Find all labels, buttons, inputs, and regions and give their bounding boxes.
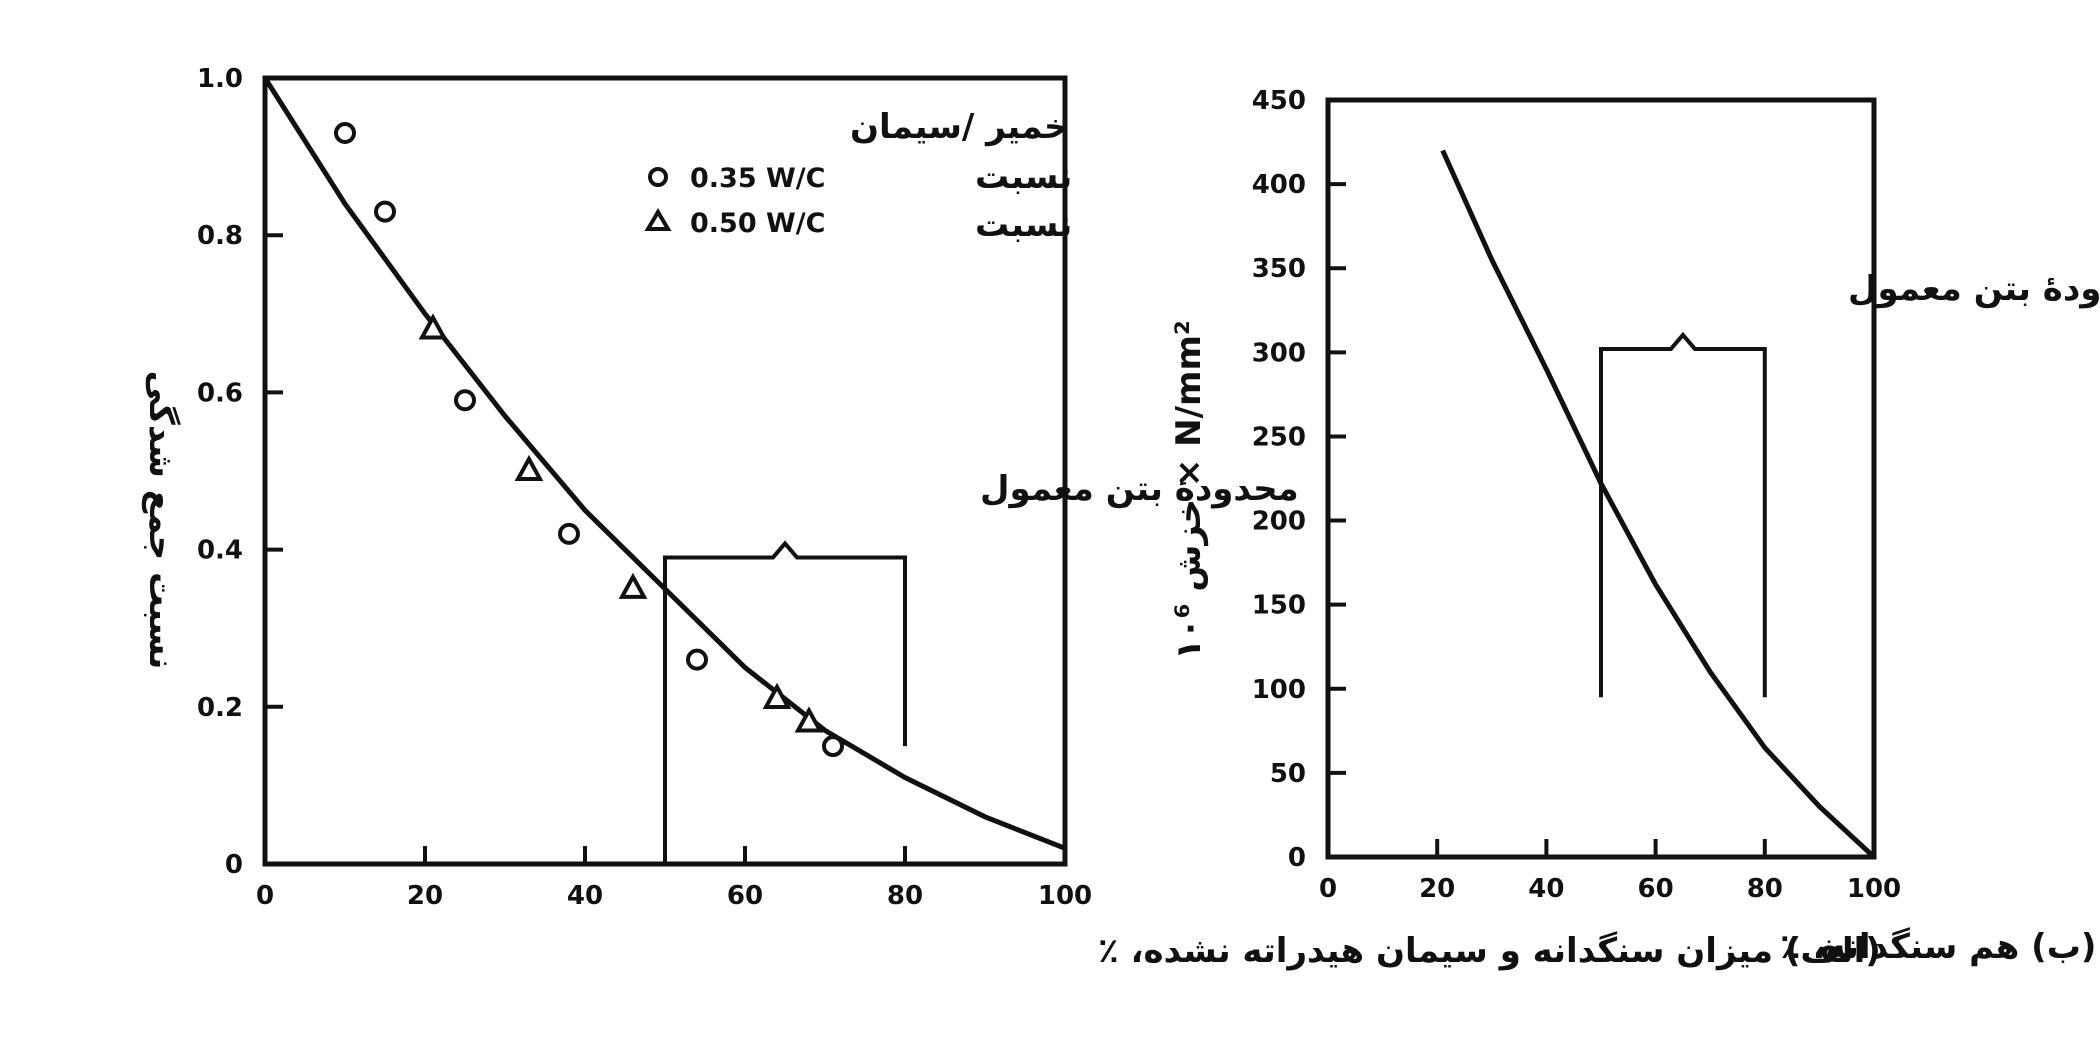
legend-title: خمیر /سیمان <box>850 107 1068 147</box>
fit-curve-left <box>262 76 1066 851</box>
point-035wc <box>822 735 844 758</box>
y-ticks-right: 0 50 100 150 200 250 300 350 400 450 <box>1252 86 1346 873</box>
y-tick-label: 200 <box>1252 507 1306 537</box>
x-tick-label: 100 <box>1847 874 1901 904</box>
chart-right: 0 20 40 60 80 100 0 50 100 150 200 250 300 350 400 450… <box>1169 86 2100 967</box>
y-tick-label: 0 <box>225 850 243 880</box>
point-050wc <box>762 682 792 709</box>
y-tick-label: 400 <box>1252 170 1306 200</box>
legend-series-1-name: 0.35 W/C <box>690 163 825 194</box>
annotation-right: محدودهٔ بتن معمول <box>1848 269 2100 309</box>
y-tick-label: 50 <box>1270 759 1306 789</box>
point-035wc <box>686 648 708 671</box>
y-tick-label: 300 <box>1252 338 1306 368</box>
x-tick-label: 20 <box>1419 874 1455 904</box>
x-tick-label: 60 <box>1638 874 1674 904</box>
x-tick-label: 100 <box>1038 881 1092 911</box>
y-axis-label-left: نسبت جمع شدگی <box>141 371 181 670</box>
x-tick-label: 80 <box>887 881 923 911</box>
legend-series-2-name: 0.50 W/C <box>690 208 825 239</box>
y-tick-label: 1.0 <box>197 64 243 94</box>
y-tick-label: 450 <box>1252 86 1306 116</box>
y-tick-label: 0.8 <box>197 221 243 251</box>
x-tick-label: 0 <box>256 881 274 911</box>
point-035wc <box>558 522 580 545</box>
y-tick-label: 250 <box>1252 422 1306 452</box>
x-tick-label: 0 <box>1319 874 1337 904</box>
y-tick-label: 0.4 <box>197 536 243 566</box>
range-bracket <box>663 540 907 864</box>
x-tick-label: 40 <box>567 881 603 911</box>
y-tick-label: 350 <box>1252 254 1306 284</box>
legend-series-2-prefix: نسبت <box>975 205 1072 245</box>
x-tick-label: 40 <box>1528 874 1564 904</box>
x-axis-label-left: (الف) میزان سنگدانه و سیمان هیدراته نشده… <box>1098 931 1881 971</box>
point-035wc <box>334 122 356 145</box>
point-050wc <box>514 454 544 481</box>
y-tick-label: 0.6 <box>197 378 243 408</box>
legend-series-1-prefix: نسبت <box>975 157 1072 197</box>
legend-circle-marker <box>648 167 668 187</box>
creep-line-right <box>1440 149 1876 859</box>
y-tick-label: 0 <box>1288 843 1306 873</box>
y-ticks-left: 0 0.2 0.4 0.6 0.8 1.0 <box>197 64 283 880</box>
x-tick-label: 20 <box>407 881 443 911</box>
point-050wc <box>618 572 648 599</box>
legend-triangle-marker <box>644 208 672 231</box>
data-points-left <box>334 122 844 758</box>
chart-left: 0 20 40 60 80 100 0 0.2 0.4 0.6 0.8 1.0 محدودهٔ بت… <box>141 64 1881 971</box>
point-050wc <box>794 706 824 733</box>
x-ticks-left: 0 20 40 60 80 100 <box>256 846 1092 911</box>
range-bracket <box>1599 331 1767 698</box>
x-ticks-right: 0 20 40 60 80 100 <box>1319 839 1901 904</box>
legend-left: خمیر /سیمان 0.35 W/C نسبت 0.50 W/C نسبت <box>644 107 1072 245</box>
x-axis-label-right: (ب) هم سنگدانه، ٪ <box>1780 927 2096 967</box>
point-050wc <box>418 313 448 340</box>
x-tick-label: 60 <box>727 881 763 911</box>
y-axis-label-right: خزش ۱۰⁶ × N/mm² <box>1169 320 1209 660</box>
x-tick-label: 80 <box>1747 874 1783 904</box>
plot-frame-right <box>1325 97 1877 860</box>
y-tick-label: 0.2 <box>197 693 243 723</box>
y-tick-label: 100 <box>1252 675 1306 705</box>
annotation-left: محدودهٔ بتن معمول <box>980 469 1299 509</box>
point-035wc <box>374 200 396 223</box>
y-tick-label: 150 <box>1252 591 1306 621</box>
typical-range-bracket-right <box>1599 331 1767 698</box>
typical-range-bracket-left <box>663 540 907 864</box>
point-035wc <box>454 389 476 412</box>
